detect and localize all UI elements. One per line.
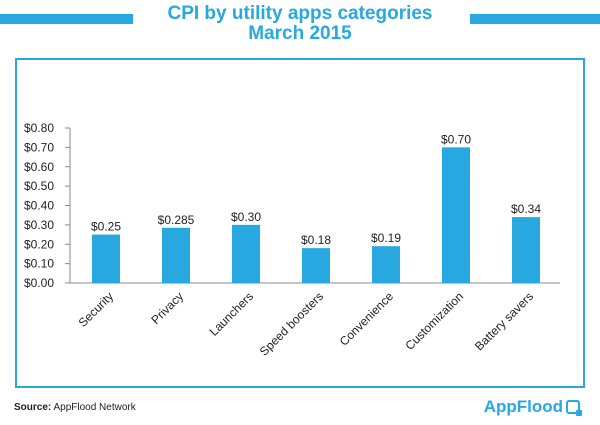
y-axis: $0.00 $0.10 $0.20 $0.30 $0.40 $0.50 $0.60 $0.70… [24, 121, 560, 290]
y-tick-label: $0.00 [24, 276, 54, 290]
bar [232, 224, 260, 283]
logo-mark-icon [566, 400, 582, 416]
title-accent-right [470, 14, 600, 24]
bar [162, 227, 190, 283]
appflood-logo: AppFlood [483, 397, 582, 417]
bar-value-label: $0.25 [91, 220, 121, 234]
bar [512, 217, 540, 283]
x-tick-label: Launchers [207, 289, 257, 339]
y-tick-label: $0.10 [24, 257, 54, 271]
y-tick-label: $0.50 [24, 179, 54, 193]
title-line-2: March 2015 [248, 23, 352, 44]
bar [372, 246, 400, 283]
bars [92, 147, 540, 283]
source-note: Source: AppFlood Network [14, 402, 136, 413]
y-tick-label: $0.30 [24, 218, 54, 232]
bar-value-label: $0.285 [158, 213, 195, 227]
bar [302, 248, 330, 283]
title-line-1: CPI by utility apps categories [167, 3, 433, 24]
x-tick-label: Battery savers [472, 289, 536, 353]
bar-value-label: $0.18 [301, 233, 331, 247]
x-tick-label: Customization [402, 289, 466, 353]
x-axis-labels: Security Privacy Launchers Speed boosters Co… [76, 289, 537, 359]
data-labels: $0.25 $0.285 $0.30 $0.18 $0.19 $0.70 $0.34 [91, 132, 541, 247]
bar [442, 147, 470, 283]
bar-value-label: $0.70 [441, 132, 471, 146]
chart-frame [15, 58, 585, 388]
y-tick-label: $0.60 [24, 160, 54, 174]
bar-value-label: $0.30 [231, 210, 261, 224]
x-tick-label: Convenience [337, 289, 397, 349]
x-tick-label: Speed boosters [257, 289, 326, 358]
x-tick-label: Security [76, 289, 117, 330]
title-accent-left [0, 14, 133, 24]
y-tick-label: $0.20 [24, 237, 54, 251]
y-tick-label: $0.40 [24, 199, 54, 213]
chart-title: CPI by utility apps categories March 201… [0, 4, 600, 44]
logo-text: AppFlood [483, 397, 563, 416]
source-label: Source: [14, 402, 52, 413]
x-tick-label: Privacy [148, 289, 186, 327]
y-tick-label: $0.70 [24, 140, 54, 154]
bar-value-label: $0.34 [511, 202, 541, 216]
y-tick-label: $0.80 [24, 121, 54, 135]
bar [92, 234, 120, 283]
bar-value-label: $0.19 [371, 231, 401, 245]
source-text: AppFlood Network [53, 402, 136, 413]
